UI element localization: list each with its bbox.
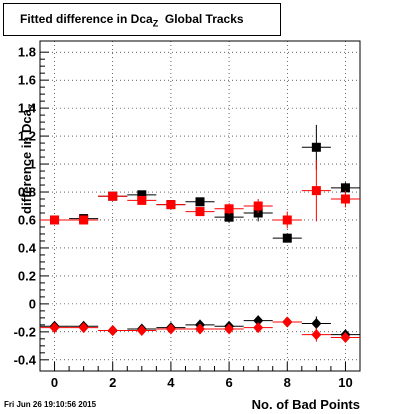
data-point — [165, 323, 176, 335]
y-tick-label: -0.4 — [14, 352, 37, 367]
data-point — [195, 197, 205, 207]
data-series — [40, 124, 360, 343]
data-point — [282, 316, 293, 328]
data-point — [253, 201, 263, 211]
y-tick-label: 1.4 — [18, 101, 37, 116]
data-point — [311, 317, 322, 329]
data-point — [195, 323, 205, 335]
y-tick-label: 1.6 — [18, 73, 36, 88]
x-axis-label: No. of Bad Points — [251, 397, 360, 412]
data-point — [78, 322, 89, 334]
data-point — [137, 195, 147, 205]
y-tick-label: 0 — [29, 296, 36, 311]
data-point — [311, 142, 321, 152]
chart-title: Fitted difference in DcaZ Global Tracks — [20, 12, 244, 29]
x-tick-label: 8 — [284, 375, 291, 390]
x-tick-label: 0 — [51, 375, 58, 390]
y-tick-label: 0.8 — [18, 185, 36, 200]
data-point — [107, 324, 118, 336]
data-point — [224, 323, 235, 335]
y-tick-label: 0.4 — [18, 240, 37, 255]
x-tick-label: 6 — [225, 375, 232, 390]
data-point — [108, 191, 118, 201]
x-tick-label: 10 — [338, 375, 352, 390]
data-point — [49, 322, 60, 334]
data-point — [137, 190, 147, 200]
data-point — [166, 200, 176, 210]
data-point — [79, 215, 89, 225]
y-tick-label: 1.8 — [18, 45, 36, 60]
x-tick-label: 4 — [167, 375, 175, 390]
data-point — [224, 204, 234, 214]
data-point — [195, 207, 205, 217]
axes: -0.4 -0.2 0 0.2 0.4 0.6 0.8 1 1.2 1.4 1.6 1.8 0 2 4 6 8 1… — [14, 45, 361, 390]
data-point — [311, 329, 322, 341]
data-point — [282, 215, 292, 225]
data-point — [340, 331, 351, 343]
data-point — [282, 233, 292, 243]
data-point — [136, 324, 147, 336]
y-tick-label: 0.6 — [18, 212, 36, 227]
y-tick-label: -0.2 — [14, 324, 36, 339]
title-box: Fitted difference in DcaZ Global Tracks — [3, 3, 281, 36]
data-point — [224, 212, 234, 222]
x-tick-label: 2 — [109, 375, 116, 390]
data-point — [340, 194, 350, 204]
y-tick-label: 1 — [29, 157, 36, 172]
data-point — [253, 315, 264, 327]
data-point — [340, 183, 350, 193]
data-point — [50, 215, 60, 225]
y-axis-label: difference in DcaZ — [19, 103, 37, 214]
y-tick-label: 0.2 — [18, 268, 36, 283]
data-point — [311, 186, 321, 196]
datestamp: Fri Jun 26 19:10:56 2015 — [4, 400, 97, 409]
data-point — [253, 322, 264, 334]
y-tick-label: 1.2 — [18, 129, 36, 144]
